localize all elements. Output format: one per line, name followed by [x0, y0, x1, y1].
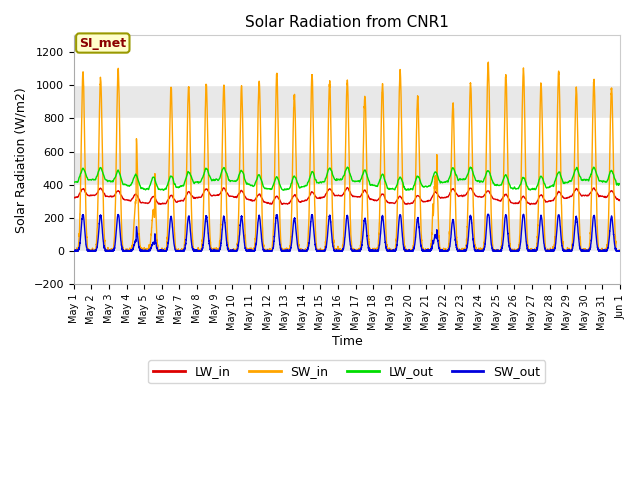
Text: SI_met: SI_met — [79, 36, 126, 49]
Line: SW_out: SW_out — [74, 214, 620, 251]
Line: SW_in: SW_in — [74, 62, 620, 251]
SW_out — [309, 215, 317, 220]
LW_out — [523, 182, 531, 188]
Legend: LW_in, SW_in, LW_out, SW_out: LW_in, SW_in, LW_out, SW_out — [148, 360, 545, 383]
LW_in — [211, 192, 219, 198]
SW_in — [234, 241, 241, 247]
SW_out — [616, 248, 624, 254]
SW_in — [484, 59, 492, 65]
Bar — [74, 185, 620, 218]
SW_out — [533, 245, 541, 251]
LW_in — [533, 199, 541, 205]
SW_in — [522, 209, 530, 215]
Bar — [74, 152, 620, 185]
Y-axis label: Solar Radiation (W/m2): Solar Radiation (W/m2) — [15, 87, 28, 233]
Bar — [74, 85, 620, 118]
SW_in — [308, 85, 316, 91]
LW_out — [309, 169, 317, 175]
Title: Solar Radiation from CNR1: Solar Radiation from CNR1 — [245, 15, 449, 30]
X-axis label: Time: Time — [332, 336, 362, 348]
SW_out — [70, 248, 77, 254]
LW_in — [526, 202, 534, 207]
LW_in — [234, 193, 241, 199]
LW_out — [416, 177, 424, 183]
SW_out — [523, 240, 531, 246]
SW_out — [484, 211, 492, 217]
LW_in — [308, 190, 316, 195]
SW_in — [211, 248, 219, 254]
SW_in — [533, 242, 541, 248]
Bar — [74, 52, 620, 85]
SW_in — [616, 248, 624, 254]
LW_in — [616, 198, 624, 204]
SW_out — [70, 248, 77, 254]
LW_out — [211, 177, 219, 183]
SW_out — [416, 232, 424, 238]
Bar — [74, 118, 620, 152]
LW_in — [344, 185, 351, 191]
Bar — [74, 218, 620, 251]
SW_out — [234, 248, 241, 253]
LW_out — [234, 177, 241, 182]
LW_out — [616, 180, 624, 186]
LW_in — [70, 194, 77, 200]
LW_out — [533, 183, 541, 189]
LW_in — [416, 194, 424, 200]
LW_out — [344, 164, 351, 170]
Line: LW_out: LW_out — [74, 167, 620, 191]
LW_in — [522, 198, 530, 204]
Line: LW_in: LW_in — [74, 188, 620, 204]
SW_out — [211, 247, 219, 253]
SW_in — [416, 164, 424, 169]
Bar — [74, 251, 620, 284]
LW_out — [70, 180, 77, 185]
SW_in — [70, 248, 77, 254]
LW_out — [160, 188, 168, 193]
